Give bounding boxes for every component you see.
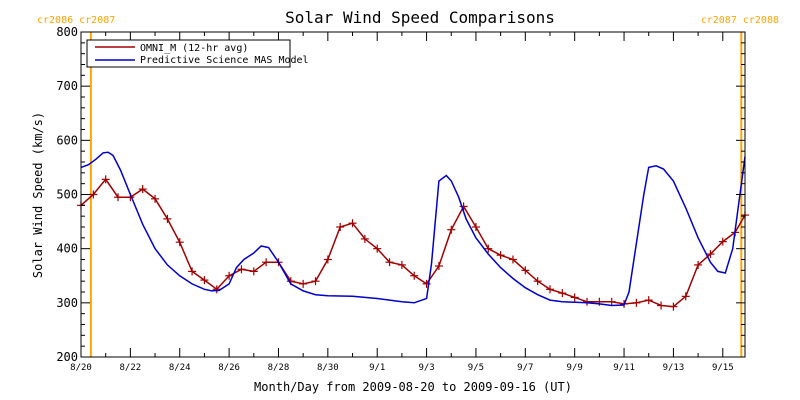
data-point [175,238,184,247]
y-tick-label: 600 [56,133,78,147]
data-point [397,260,406,269]
data-point [373,244,382,253]
data-point [188,267,197,276]
x-tick-label: 9/5 [468,363,484,373]
data-point [163,214,172,223]
data-point [200,276,209,285]
x-tick-label: 8/24 [169,363,191,373]
data-point [212,285,221,294]
x-tick-label: 9/9 [567,363,583,373]
data-point [311,277,320,286]
x-tick-label: 8/22 [120,363,142,373]
x-tick-label: 9/1 [369,363,385,373]
x-tick-label: 8/28 [268,363,290,373]
x-tick-label: 8/20 [70,363,92,373]
y-tick-label: 500 [56,188,78,202]
y-tick-label: 800 [56,25,78,39]
data-point [360,234,369,243]
x-tick-label: 8/30 [317,363,339,373]
y-tick-label: 200 [56,350,78,364]
marker-label-left: cr2086 cr2087 [37,15,115,26]
data-point [89,190,98,199]
series-line-0 [80,178,746,308]
series-group [77,151,749,311]
x-tick-label: 9/11 [613,363,635,373]
data-point [447,225,456,234]
legend-label-model: Predictive Science MAS Model [140,55,309,66]
data-point [558,289,567,298]
data-point [496,251,505,260]
data-point [336,223,345,231]
series-line-1 [80,151,746,307]
x-tick-label: 9/15 [712,363,734,373]
data-point [348,219,357,228]
x-tick-label: 9/7 [517,363,533,373]
chart-title: Solar Wind Speed Comparisons [285,8,555,27]
marker-label-right: cr2087 cr2088 [701,15,779,26]
data-point [262,258,271,267]
plot-frame [80,31,746,358]
data-point [545,285,554,294]
data-point [323,255,332,264]
data-point [410,271,419,280]
data-point [484,244,493,253]
legend-box [86,39,291,68]
legend: OMNI_M (12-hr avg) Predictive Science MA… [86,39,309,68]
data-point [434,262,443,270]
data-point [459,202,468,211]
data-point [225,271,234,280]
data-point [521,266,530,275]
y-tick-label: 300 [56,296,78,310]
data-point [607,297,616,306]
data-point [583,297,592,306]
data-point [533,277,542,286]
data-point [694,260,703,269]
legend-label-omni: OMNI_M (12-hr avg) [140,43,248,54]
data-point [138,185,147,194]
data-point [151,194,160,203]
data-point [249,267,258,276]
data-point [681,292,690,301]
x-tick-label: 9/3 [418,363,434,373]
data-point [237,265,246,274]
data-point [101,175,110,184]
data-point [669,302,678,311]
data-point [299,279,308,288]
data-point [657,301,666,310]
data-point [114,193,123,202]
data-point [632,298,641,307]
axes: 200 300 400 500 600 700 800 8/20 8/22 8/24 8/26 8/2… [56,25,745,373]
x-tick-label: 8/26 [218,363,240,373]
x-axis-label: Month/Day from 2009-08-20 to 2009-09-16 … [254,380,572,394]
y-axis-label: Solar Wind Speed (km/s) [31,112,45,278]
y-tick-label: 400 [56,242,78,256]
data-point [706,250,715,259]
data-point [385,258,394,267]
data-point [718,237,727,246]
data-point [570,293,579,302]
data-point [644,296,653,305]
y-tick-label: 700 [56,79,78,93]
data-point [471,223,480,231]
data-point [508,255,517,264]
x-tick-label: 9/13 [663,363,685,373]
